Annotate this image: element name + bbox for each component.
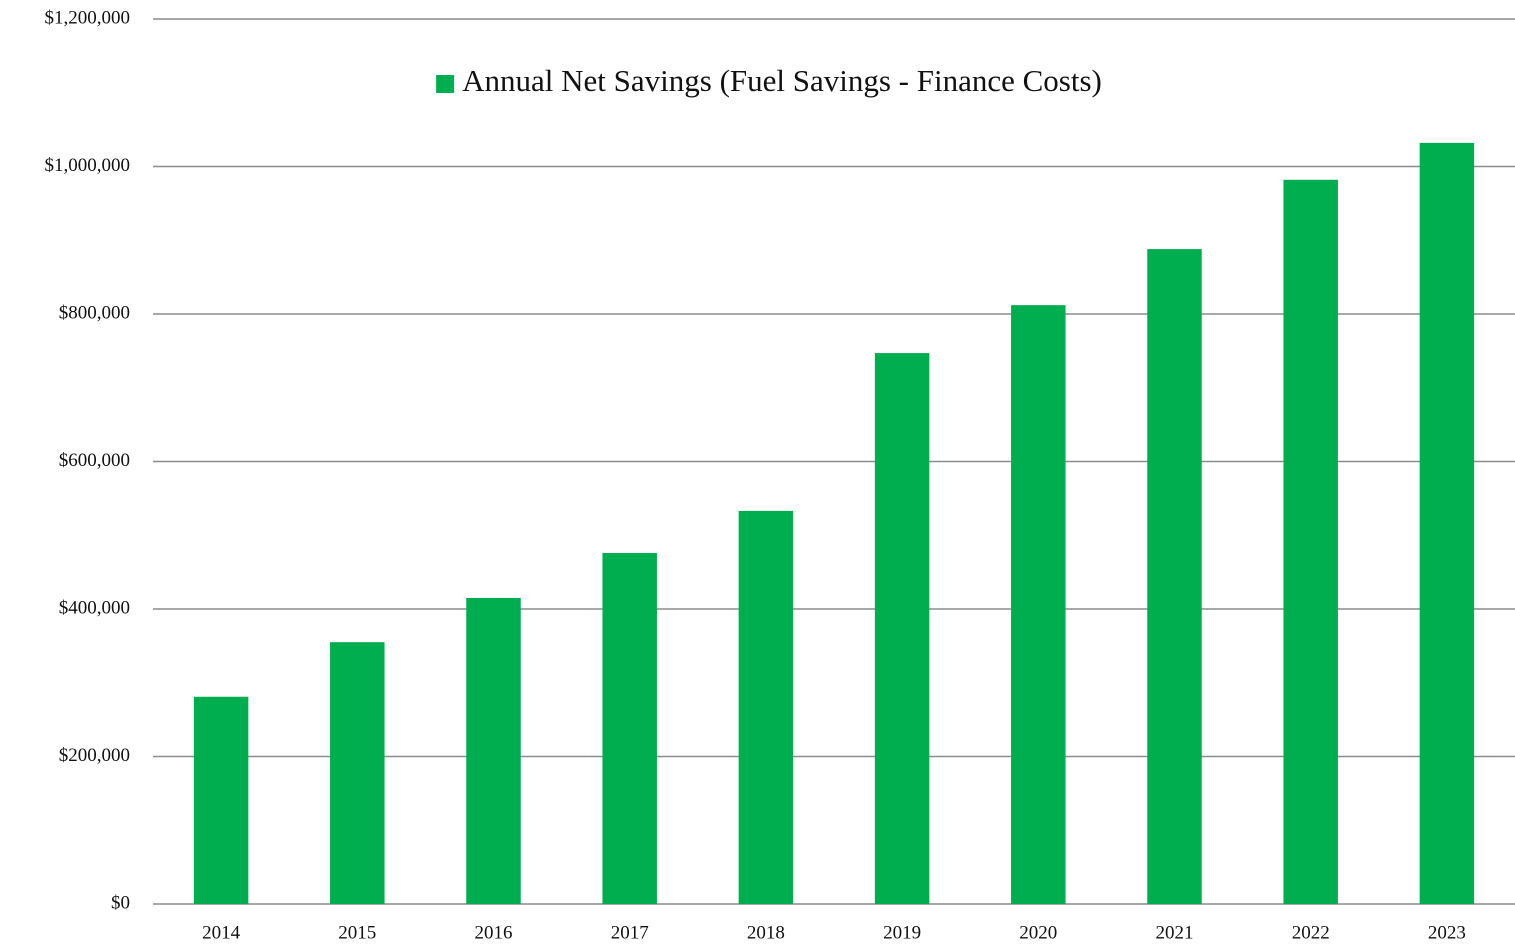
y-tick-label: $200,000 (59, 745, 130, 766)
y-tick-label: $800,000 (59, 302, 130, 323)
x-tick-label: 2014 (202, 922, 241, 943)
y-tick-label: $1,000,000 (45, 155, 131, 176)
bar (874, 353, 930, 904)
bar (1419, 142, 1475, 904)
bar (602, 552, 657, 904)
x-tick-label: 2017 (611, 922, 649, 943)
x-tick-label: 2021 (1156, 922, 1194, 943)
legend-label: Annual Net Savings (Fuel Savings - Finan… (462, 63, 1102, 98)
bar (193, 696, 249, 904)
x-tick-label: 2015 (338, 922, 376, 943)
y-tick-label: $0 (111, 892, 130, 913)
x-tick-label: 2018 (747, 922, 785, 943)
x-tick-label: 2023 (1428, 922, 1466, 943)
x-tick-label: 2016 (475, 922, 513, 943)
legend: Annual Net Savings (Fuel Savings - Finan… (436, 63, 1102, 98)
bar (466, 597, 521, 904)
y-tick-label: $600,000 (59, 450, 130, 471)
y-tick-label: $400,000 (59, 597, 130, 618)
legend-swatch (436, 75, 455, 93)
bar (1147, 249, 1202, 905)
bar (738, 510, 794, 904)
x-tick-label: 2020 (1019, 922, 1057, 943)
x-tick-label: 2019 (883, 922, 921, 943)
bar (1283, 179, 1338, 904)
x-tick-label: 2022 (1292, 922, 1330, 943)
y-tick-label: $1,200,000 (45, 7, 131, 28)
bar (1011, 305, 1066, 904)
bar (330, 642, 385, 904)
